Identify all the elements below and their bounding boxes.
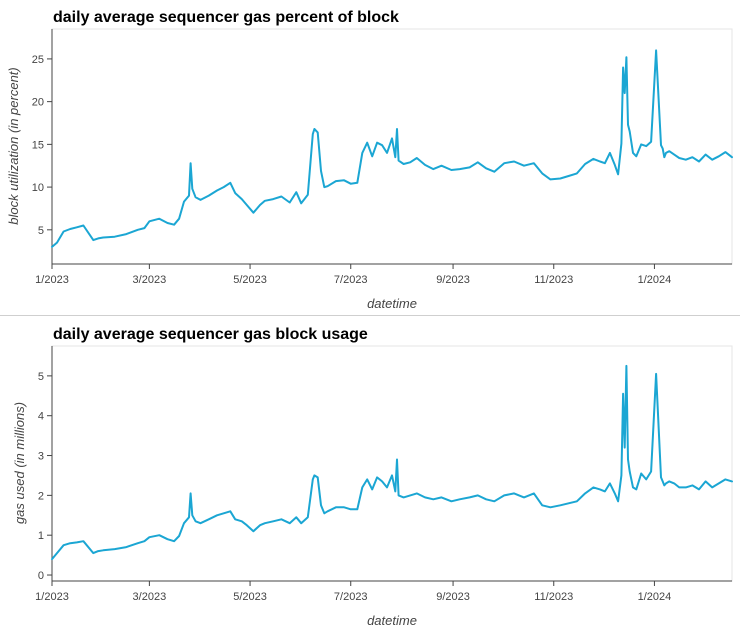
x-tick-label: 1/2024 (638, 591, 672, 603)
series-line (51, 364, 733, 561)
x-tick-label: 7/2023 (334, 591, 368, 603)
x-tick-label: 1/2023 (35, 274, 69, 286)
x-tick-label: 1/2024 (638, 274, 672, 286)
y-tick-label: 3 (38, 451, 44, 463)
x-tick-label: 9/2023 (436, 274, 470, 286)
y-axis-label: gas used (in millions) (12, 402, 27, 524)
x-tick-label: 7/2023 (334, 274, 368, 286)
y-tick-label: 5 (38, 225, 44, 237)
chart-gas-block-usage: daily average sequencer gas block usage … (12, 326, 733, 628)
series-group (51, 364, 733, 561)
chart-title: daily average sequencer gas block usage (53, 326, 368, 343)
x-ticks: 1/2023 3/2023 5/2023 7/2023 9/2023 11/2023 1/2… (35, 581, 671, 603)
x-tick-label: 11/2023 (534, 274, 573, 286)
x-tick-label: 1/2023 (35, 591, 69, 603)
y-tick-label: 20 (32, 97, 44, 109)
y-tick-label: 4 (38, 411, 44, 423)
x-axis-label: datetime (367, 613, 417, 628)
x-axis-label: datetime (367, 296, 417, 311)
x-ticks: 1/2023 3/2023 5/2023 7/2023 9/2023 11/2023 1/2… (35, 264, 671, 286)
y-tick-label: 5 (38, 371, 44, 383)
x-tick-label: 5/2023 (233, 591, 267, 603)
plot-frame (51, 345, 733, 582)
series-group (51, 49, 733, 248)
y-tick-label: 1 (38, 530, 44, 542)
x-tick-label: 11/2023 (534, 591, 573, 603)
x-tick-label: 9/2023 (436, 591, 470, 603)
plot-frame (51, 28, 733, 265)
y-tick-label: 2 (38, 490, 44, 502)
x-tick-label: 3/2023 (133, 274, 167, 286)
y-tick-label: 15 (32, 139, 44, 151)
chart-title: daily average sequencer gas percent of b… (53, 9, 399, 26)
x-tick-label: 3/2023 (133, 591, 167, 603)
y-ticks: 0 1 2 3 4 5 (38, 371, 52, 582)
y-tick-label: 10 (32, 182, 44, 194)
y-tick-label: 25 (32, 54, 44, 66)
y-axis-label: block utilization (in percent) (6, 67, 21, 225)
chart-percent-of-block: daily average sequencer gas percent of b… (6, 9, 733, 311)
y-ticks: 5 10 15 20 25 (32, 54, 52, 237)
series-line (51, 49, 733, 248)
y-tick-label: 0 (38, 570, 44, 582)
x-tick-label: 5/2023 (233, 274, 267, 286)
